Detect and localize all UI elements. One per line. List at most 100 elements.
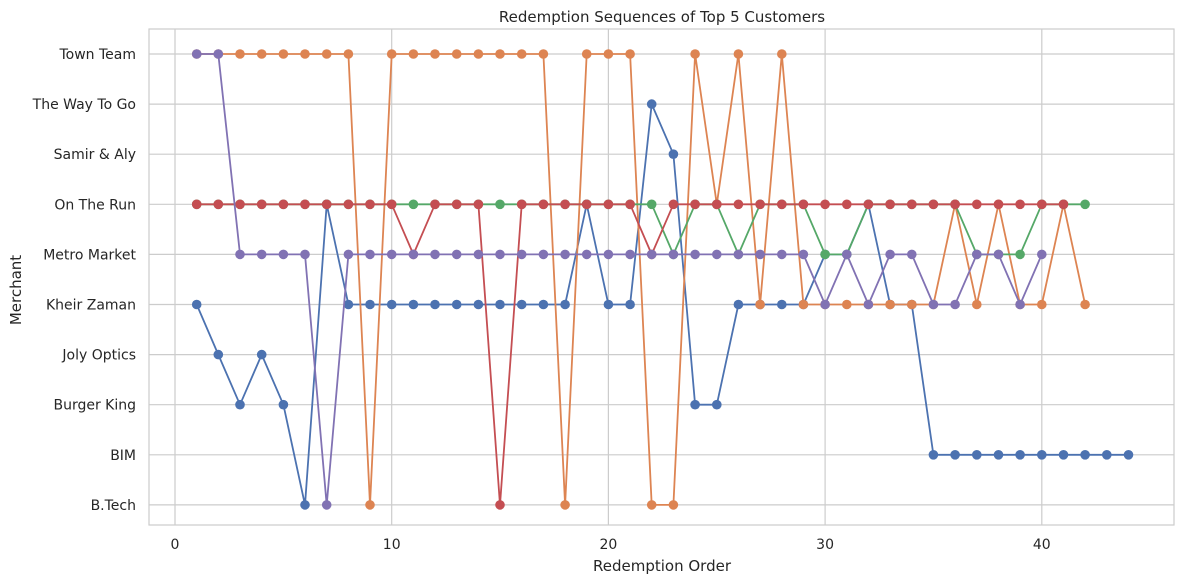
- data-point: [950, 450, 960, 460]
- data-point: [343, 299, 354, 310]
- data-point: [581, 199, 592, 210]
- data-point: [993, 249, 1004, 260]
- data-point: [907, 199, 917, 210]
- data-point: [408, 49, 419, 59]
- data-point: [1123, 450, 1134, 460]
- data-point: [1015, 249, 1025, 260]
- data-point: [213, 199, 224, 210]
- data-point: [842, 299, 852, 310]
- data-point: [213, 349, 224, 360]
- data-point: [560, 299, 570, 310]
- data-point: [1037, 450, 1047, 460]
- data-point: [560, 500, 570, 510]
- data-point: [408, 299, 419, 310]
- data-point: [256, 249, 267, 260]
- data-point: [820, 299, 830, 310]
- data-point: [777, 199, 787, 210]
- data-point: [213, 49, 224, 59]
- series-layer: [191, 49, 1134, 510]
- data-point: [365, 500, 375, 510]
- data-point: [733, 199, 744, 210]
- data-point: [235, 249, 245, 260]
- data-point: [733, 299, 744, 310]
- data-point: [863, 299, 874, 310]
- data-point: [235, 49, 245, 59]
- data-point: [191, 49, 202, 59]
- data-point: [538, 49, 549, 59]
- data-point: [365, 299, 375, 310]
- data-point: [993, 199, 1004, 210]
- data-point: [495, 49, 505, 59]
- data-point: [516, 199, 527, 210]
- data-point: [798, 299, 809, 310]
- data-point: [300, 199, 310, 210]
- data-point: [755, 299, 765, 310]
- data-point: [928, 199, 939, 210]
- data-point: [581, 49, 592, 59]
- x-tick-labels: 0 10 20 30 40: [171, 537, 1051, 553]
- data-point: [516, 299, 527, 310]
- data-point: [907, 249, 917, 260]
- data-point: [885, 299, 895, 310]
- data-point: [755, 199, 765, 210]
- data-point: [820, 249, 830, 260]
- data-point: [842, 199, 852, 210]
- data-point: [972, 199, 982, 210]
- data-point: [798, 199, 809, 210]
- data-point: [516, 49, 527, 59]
- data-point: [321, 199, 332, 210]
- data-point: [603, 199, 614, 210]
- data-point: [495, 500, 505, 510]
- data-point: [278, 199, 289, 210]
- data-point: [560, 249, 570, 260]
- y-tick-label: Burger King: [53, 398, 136, 414]
- data-point: [603, 249, 614, 260]
- data-point: [430, 299, 440, 310]
- data-point: [343, 199, 354, 210]
- y-tick-labels: B.Tech BIM Burger King Joly Optics Kheir Zam…: [32, 47, 137, 514]
- series-line: [196, 53, 1086, 506]
- y-axis-title: Merchant: [7, 255, 25, 325]
- data-point: [690, 199, 700, 210]
- data-point: [451, 249, 462, 260]
- data-point: [1058, 450, 1069, 460]
- data-point: [668, 149, 679, 159]
- y-tick-label: On The Run: [54, 197, 136, 213]
- data-point: [321, 500, 332, 510]
- data-point: [495, 249, 505, 260]
- data-point: [1037, 249, 1047, 260]
- data-point: [885, 249, 895, 260]
- data-point: [1080, 199, 1090, 210]
- data-point: [235, 199, 245, 210]
- data-point: [603, 299, 614, 310]
- data-point: [690, 49, 700, 59]
- data-point: [1058, 199, 1069, 210]
- data-point: [777, 49, 787, 59]
- data-point: [1015, 299, 1025, 310]
- data-point: [668, 500, 679, 510]
- data-point: [365, 249, 375, 260]
- chart-title: Redemption Sequences of Top 5 Customers: [499, 8, 825, 26]
- data-point: [473, 299, 484, 310]
- data-point: [451, 199, 462, 210]
- series-1: [191, 99, 1134, 510]
- plot-frame: [148, 28, 1175, 526]
- x-tick-label: 40: [1033, 537, 1051, 553]
- data-point: [343, 49, 354, 59]
- data-point: [625, 199, 635, 210]
- data-point: [538, 299, 549, 310]
- data-point: [408, 199, 419, 210]
- data-point: [712, 199, 722, 210]
- data-point: [885, 199, 895, 210]
- data-point: [842, 249, 852, 260]
- data-point: [1015, 199, 1025, 210]
- data-point: [950, 299, 960, 310]
- data-point: [278, 49, 289, 59]
- data-point: [1102, 450, 1112, 460]
- data-point: [777, 249, 787, 260]
- data-point: [625, 49, 635, 59]
- data-point: [1080, 299, 1090, 310]
- data-point: [408, 249, 419, 260]
- data-point: [690, 249, 700, 260]
- data-point: [386, 49, 397, 59]
